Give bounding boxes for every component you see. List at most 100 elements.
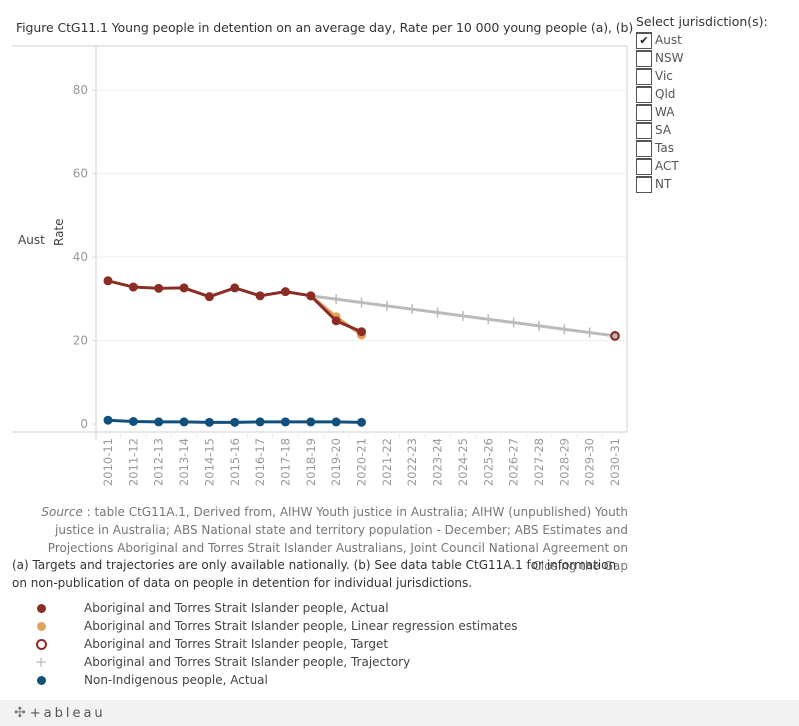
filter-item-act[interactable]: ACT bbox=[636, 157, 768, 175]
legend-item[interactable]: + Aboriginal and Torres Strait Islander p… bbox=[34, 653, 517, 671]
jurisdiction-filter: Select jurisdiction(s): ✔ Aust NSW Vic Qld WA… bbox=[636, 14, 768, 193]
source-note: Source : table CtG11A.1, Derived from, A… bbox=[14, 503, 628, 575]
x-tick-label: 2022-23 bbox=[405, 438, 419, 486]
data-point-non-indigenous-people-actual bbox=[306, 417, 316, 427]
y-tick-label: 60 bbox=[73, 167, 88, 181]
source-label: Source bbox=[41, 505, 83, 519]
legend-marker: + bbox=[34, 653, 48, 671]
legend-dot-icon bbox=[34, 601, 48, 615]
filter-item-aust[interactable]: ✔ Aust bbox=[636, 31, 768, 49]
footnote: (a) Targets and trajectories are only av… bbox=[12, 558, 617, 590]
x-tick-label: 2025-26 bbox=[481, 438, 495, 486]
source-text: : table CtG11A.1, Derived from, AIHW You… bbox=[47, 505, 628, 573]
legend-item[interactable]: Aboriginal and Torres Strait Islander pe… bbox=[34, 617, 517, 635]
y-tick-label: 40 bbox=[73, 250, 88, 264]
data-point-non-indigenous-people-actual bbox=[103, 415, 113, 425]
x-tick-label: 2015-16 bbox=[228, 438, 242, 486]
filter-label: ACT bbox=[655, 159, 679, 173]
data-point-non-indigenous-people-actual bbox=[280, 417, 290, 427]
x-tick-label: 2017-18 bbox=[278, 438, 292, 486]
filter-label: SA bbox=[655, 123, 672, 137]
data-point-non-indigenous-people-actual bbox=[255, 417, 265, 427]
data-point-non-indigenous-people-actual bbox=[154, 417, 164, 427]
chart-title: Figure CtG11.1 Young people in detention… bbox=[16, 20, 634, 35]
tableau-logo[interactable]: ✣ +ableau bbox=[14, 705, 106, 721]
row-label-aust: Aust bbox=[18, 233, 45, 247]
x-tick-label: 2016-17 bbox=[253, 438, 267, 486]
filter-item-qld[interactable]: Qld bbox=[636, 85, 768, 103]
filter-label: NSW bbox=[655, 51, 684, 65]
y-tick-label: 0 bbox=[80, 417, 88, 431]
legend-item[interactable]: Non-Indigenous people, Actual bbox=[34, 671, 517, 689]
filter-checkbox[interactable] bbox=[636, 49, 652, 67]
x-tick-label: 2019-20 bbox=[329, 438, 343, 486]
legend-marker bbox=[35, 638, 47, 650]
filter-checkbox[interactable] bbox=[636, 175, 652, 193]
legend-label: Aboriginal and Torres Strait Islander pe… bbox=[84, 637, 389, 651]
legend-ring-icon bbox=[34, 637, 48, 651]
legend-dot-icon bbox=[34, 673, 48, 687]
data-point-aboriginal-and-torres-strait-islander-people-actual bbox=[306, 291, 316, 301]
filter-checkbox[interactable] bbox=[636, 103, 652, 121]
data-point-aboriginal-and-torres-strait-islander-people-actual bbox=[230, 283, 240, 293]
legend-label: Aboriginal and Torres Strait Islander pe… bbox=[84, 601, 389, 615]
filter-item-wa[interactable]: WA bbox=[636, 103, 768, 121]
filter-item-sa[interactable]: SA bbox=[636, 121, 768, 139]
data-point-non-indigenous-people-actual bbox=[357, 417, 366, 427]
data-point-aboriginal-and-torres-strait-islander-people-actual bbox=[204, 292, 214, 302]
filter-label: NT bbox=[655, 177, 672, 191]
x-tick-label: 2023-24 bbox=[431, 438, 445, 486]
filter-title: Select jurisdiction(s): bbox=[636, 14, 768, 29]
x-tick-label: 2012-13 bbox=[152, 438, 166, 486]
legend-label: Aboriginal and Torres Strait Islander pe… bbox=[84, 619, 518, 633]
legend-marker bbox=[36, 675, 46, 685]
x-tick-label: 2020-21 bbox=[355, 438, 369, 486]
filter-list: ✔ Aust NSW Vic Qld WA SA Tas ACT NT bbox=[636, 31, 768, 193]
legend-item[interactable]: Aboriginal and Torres Strait Islander pe… bbox=[34, 635, 517, 653]
filter-checkbox[interactable]: ✔ bbox=[636, 31, 652, 49]
y-axis-title: Rate bbox=[52, 218, 66, 246]
data-point-non-indigenous-people-actual bbox=[204, 417, 214, 427]
tableau-logo-text: +ableau bbox=[29, 705, 106, 721]
footer-bar: ✣ +ableau bbox=[0, 700, 799, 726]
legend-dot-icon bbox=[34, 619, 48, 633]
x-tick-label: 2011-12 bbox=[126, 438, 140, 486]
data-point-non-indigenous-people-actual bbox=[179, 417, 189, 427]
legend-item[interactable]: Aboriginal and Torres Strait Islander pe… bbox=[34, 599, 517, 617]
legend-marker bbox=[36, 621, 46, 631]
data-point-aboriginal-and-torres-strait-islander-people-actual bbox=[357, 327, 366, 337]
x-tick-label: 2028-29 bbox=[557, 438, 571, 486]
filter-item-tas[interactable]: Tas bbox=[636, 139, 768, 157]
filter-label: WA bbox=[655, 105, 675, 119]
data-point-aboriginal-and-torres-strait-islander-people-actual bbox=[280, 287, 290, 297]
filter-label: Tas bbox=[655, 141, 674, 155]
filter-checkbox[interactable] bbox=[636, 67, 652, 85]
x-tick-label: 2021-22 bbox=[380, 438, 394, 486]
filter-label: Aust bbox=[655, 33, 682, 47]
y-tick-label: 80 bbox=[73, 83, 88, 97]
data-point-aboriginal-and-torres-strait-islander-people-actual bbox=[154, 283, 164, 293]
filter-item-nsw[interactable]: NSW bbox=[636, 49, 768, 67]
legend-label: Aboriginal and Torres Strait Islander pe… bbox=[84, 655, 411, 669]
filter-checkbox[interactable] bbox=[636, 85, 652, 103]
x-tick-label: 2014-15 bbox=[202, 438, 216, 486]
data-point-aboriginal-and-torres-strait-islander-people-actual bbox=[128, 282, 138, 292]
x-tick-label: 2024-25 bbox=[456, 438, 470, 486]
checkmark-icon: ✔ bbox=[639, 34, 649, 47]
x-tick-label: 2030-31 bbox=[608, 438, 622, 486]
x-tick-label: 2013-14 bbox=[177, 438, 191, 486]
x-tick-label: 2027-28 bbox=[532, 438, 546, 486]
filter-item-nt[interactable]: NT bbox=[636, 175, 768, 193]
filter-item-vic[interactable]: Vic bbox=[636, 67, 768, 85]
filter-checkbox[interactable] bbox=[636, 139, 652, 157]
data-point-non-indigenous-people-actual bbox=[331, 417, 341, 427]
filter-label: Qld bbox=[655, 87, 676, 101]
filter-label: Vic bbox=[655, 69, 673, 83]
legend-label: Non-Indigenous people, Actual bbox=[84, 673, 268, 687]
y-tick-label: 20 bbox=[73, 334, 88, 348]
data-point-non-indigenous-people-actual bbox=[230, 417, 240, 427]
x-tick-label: 2018-19 bbox=[304, 438, 318, 486]
filter-checkbox[interactable] bbox=[636, 121, 652, 139]
data-point-aboriginal-and-torres-strait-islander-people-actual bbox=[103, 276, 113, 286]
filter-checkbox[interactable] bbox=[636, 157, 652, 175]
